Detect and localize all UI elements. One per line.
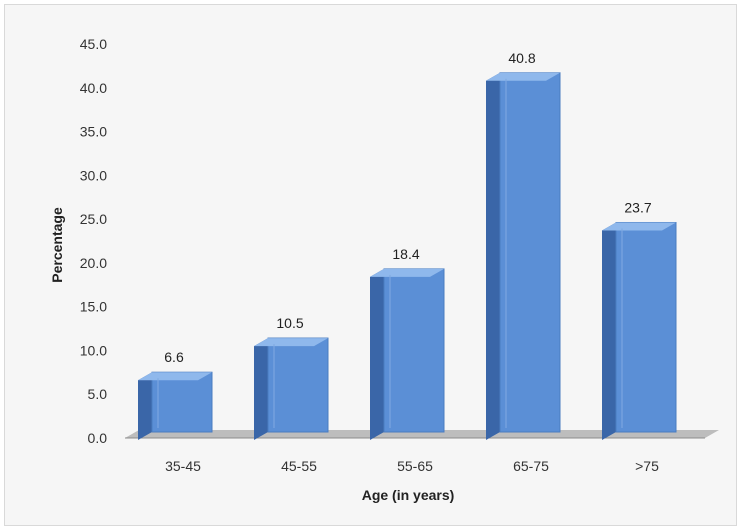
bar-75 [602,221,677,440]
data-label: 23.7 [624,199,651,215]
data-labels: 6.6 10.5 18.4 40.8 23.7 [164,50,652,365]
bar-side [254,338,268,440]
y-tick-label: 40.0 [80,80,107,96]
y-tick-label: 5.0 [88,386,108,402]
chart-frame: 0.0 5.0 10.0 15.0 20.0 25.0 30.0 35.0 40.0 45.0 3… [4,4,737,526]
bar-top [486,72,560,81]
x-tick-label: 35-45 [165,458,201,474]
bar [267,337,329,433]
y-tick-label: 10.0 [80,342,107,358]
data-label: 6.6 [164,349,184,365]
bar-4555 [254,337,329,440]
y-tick-label: 30.0 [80,167,107,183]
bar-top [602,222,676,231]
bar-top [138,372,212,381]
bars-layer [138,72,677,441]
x-tick-label: 55-65 [397,458,433,474]
bar-3545 [138,371,213,440]
y-axis-title: Percentage [49,207,65,283]
y-tick-label: 45.0 [80,36,107,52]
data-label: 10.5 [276,315,303,331]
bar [151,371,213,433]
bar-6575 [486,72,561,441]
y-tick-label: 35.0 [80,124,107,140]
y-tick-label: 20.0 [80,255,107,271]
data-label: 18.4 [392,246,419,262]
y-tick-label: 15.0 [80,299,107,315]
x-tick-label: 45-55 [281,458,317,474]
bar-side [138,372,152,440]
bar-side [486,72,500,441]
y-tick-label: 25.0 [80,211,107,227]
y-axis-ticks: 0.0 5.0 10.0 15.0 20.0 25.0 30.0 35.0 40.0 45.0 [80,36,107,446]
bar-top [370,268,444,277]
x-axis-title: Age (in years) [362,487,455,503]
bar-5565 [370,268,445,440]
bar [383,268,445,433]
x-axis-ticks: 35-45 45-55 55-65 65-75 >75 [165,458,659,474]
bar-top [254,338,328,347]
bar [615,221,677,433]
data-label: 40.8 [508,50,535,66]
x-tick-label: 65-75 [513,458,549,474]
bar-chart: 0.0 5.0 10.0 15.0 20.0 25.0 30.0 35.0 40.0 45.0 3… [49,36,719,503]
y-tick-label: 0.0 [88,430,108,446]
x-tick-label: >75 [635,458,659,474]
bar-side [370,268,384,440]
bar [499,72,561,433]
bar-side [602,222,616,440]
